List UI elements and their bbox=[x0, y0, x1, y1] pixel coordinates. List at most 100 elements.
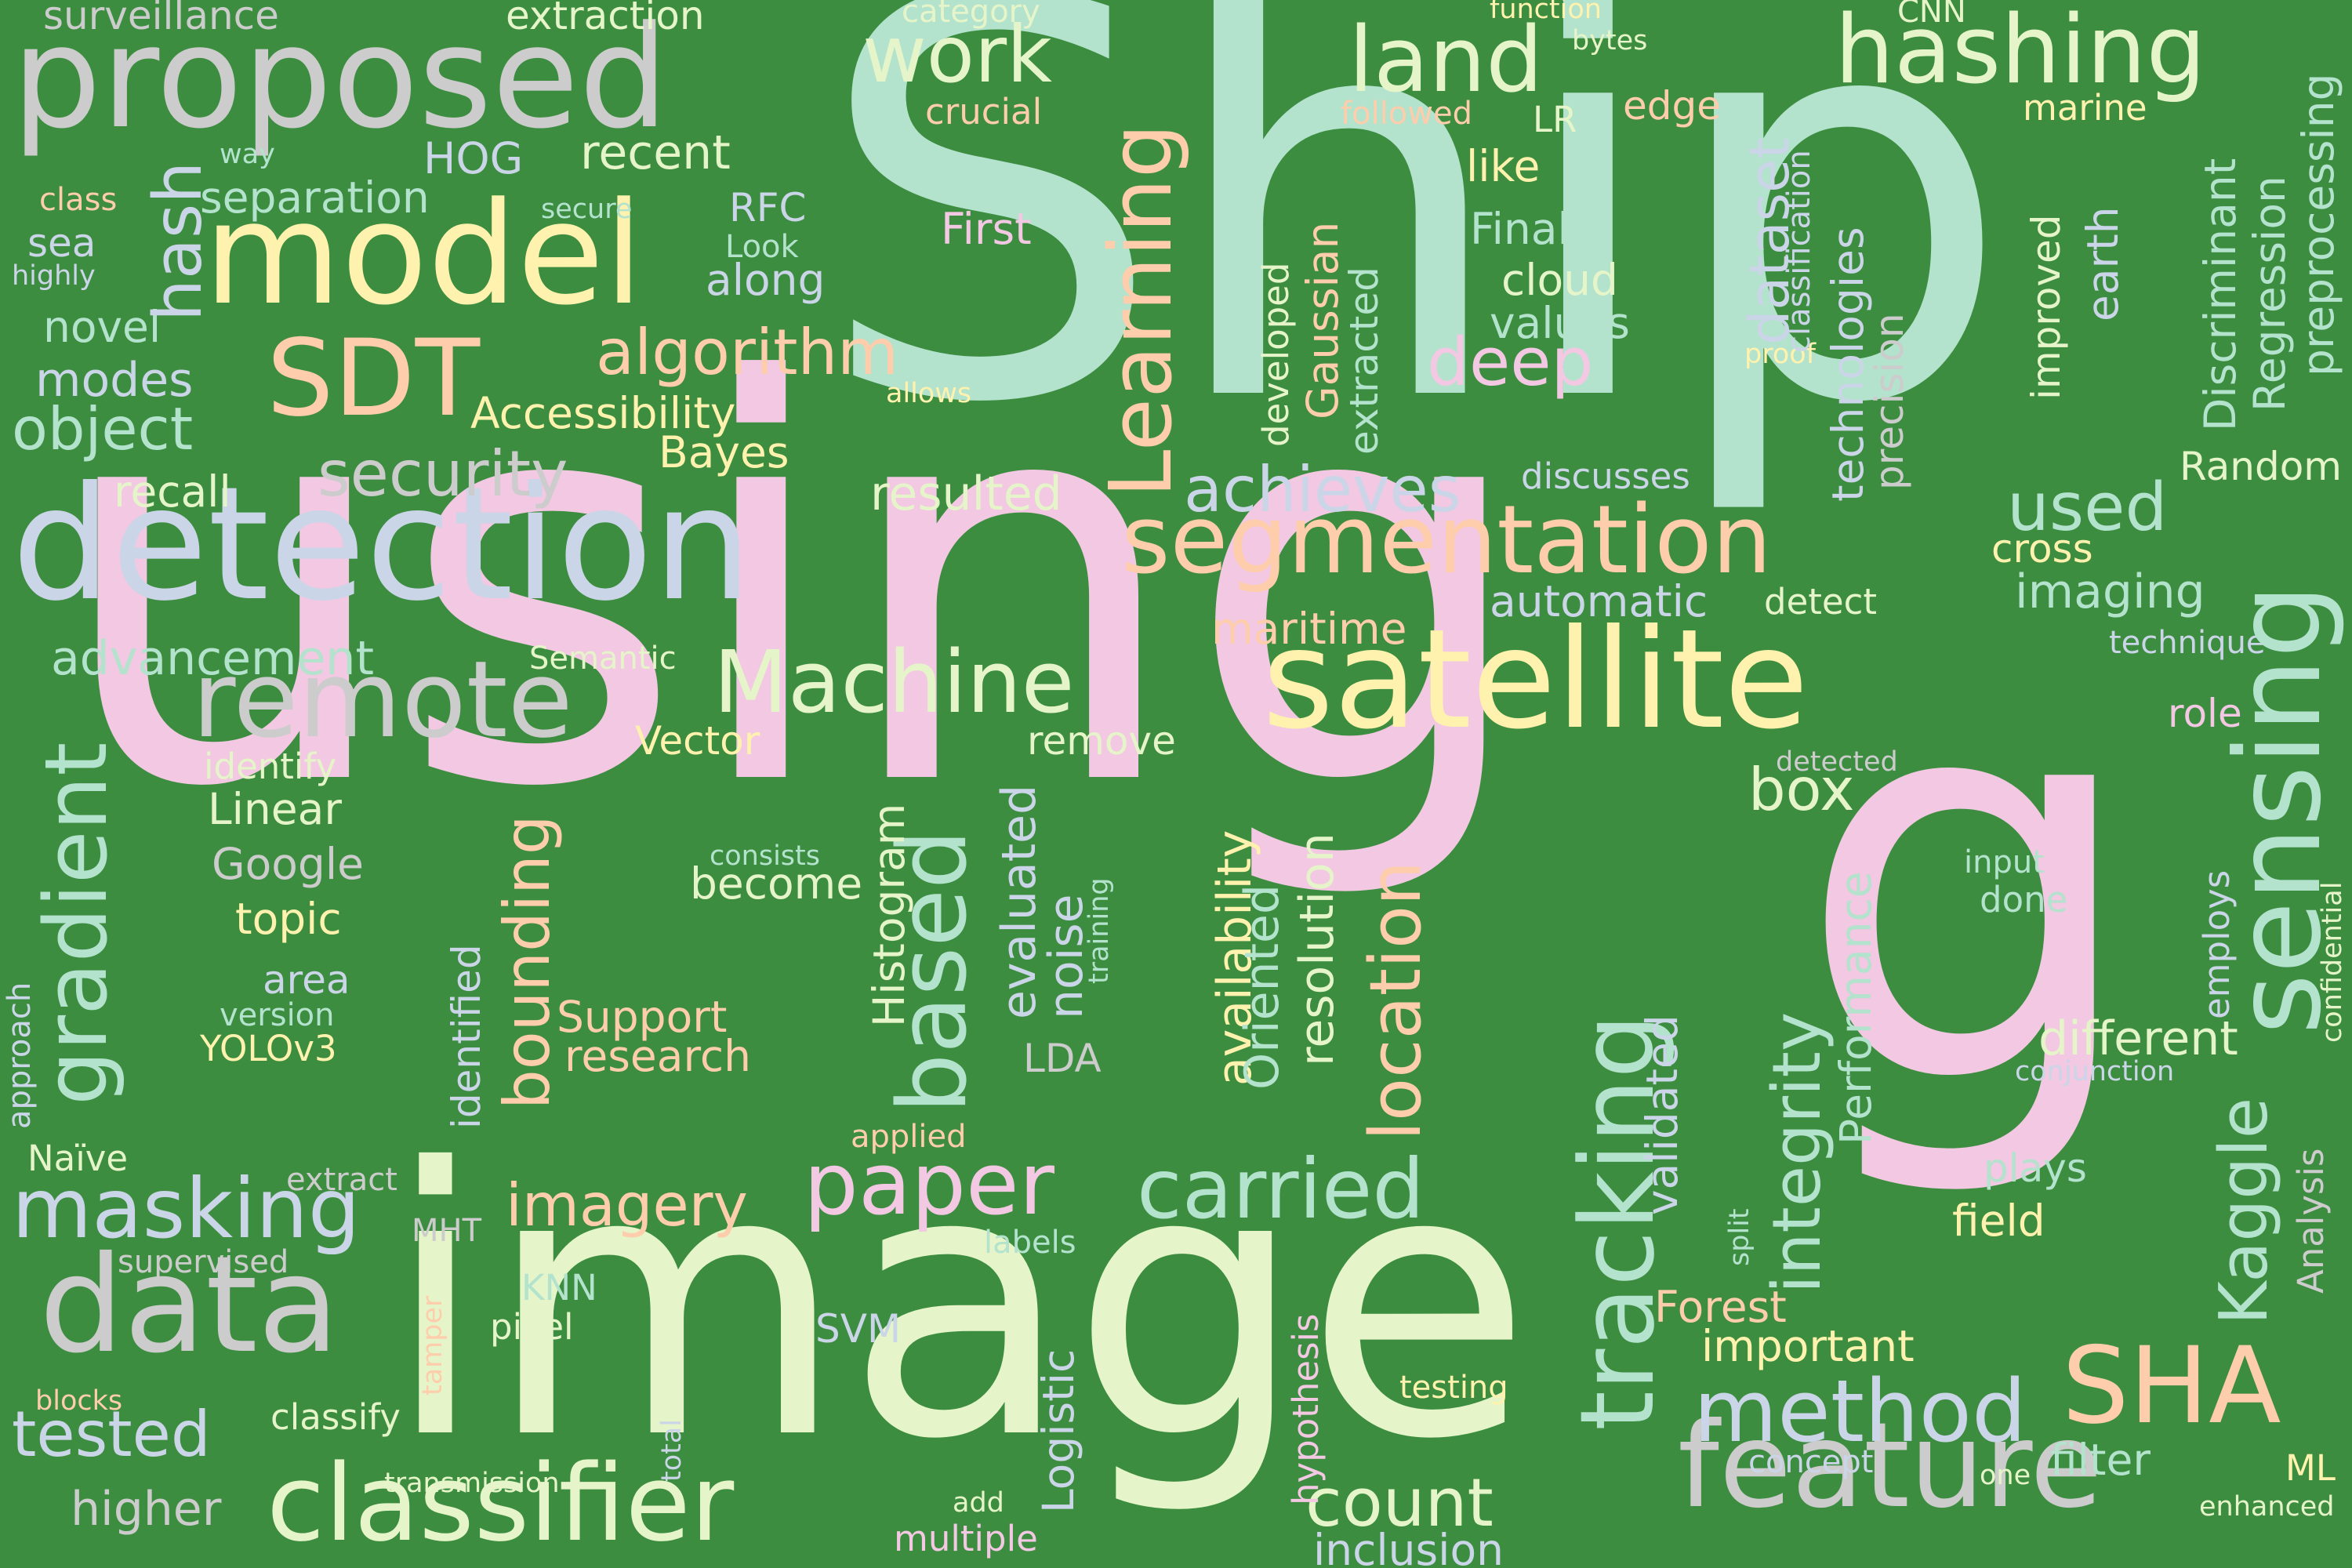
word-integrity: integrity bbox=[1759, 1011, 1836, 1294]
word-different: different bbox=[2038, 1011, 2238, 1066]
word-hypothesis: hypothesis bbox=[1285, 1313, 1327, 1506]
word-enhanced: enhanced bbox=[2199, 1491, 2335, 1523]
word-ship: Ship bbox=[815, 0, 2013, 523]
word-area: area bbox=[263, 957, 350, 1003]
word-bounding: bounding bbox=[491, 815, 564, 1109]
word-land: land bbox=[1348, 8, 1544, 113]
word-sea: sea bbox=[27, 220, 96, 266]
word-identified: identified bbox=[444, 944, 489, 1129]
word-tamper: tamper bbox=[417, 1295, 448, 1396]
word-allows: allows bbox=[886, 378, 972, 409]
word-random: Random bbox=[2180, 444, 2343, 489]
word-proof: proof bbox=[1744, 339, 1816, 370]
word-input: input bbox=[1964, 844, 2045, 880]
word-paper: paper bbox=[804, 1134, 1054, 1234]
word-improved: improved bbox=[2024, 214, 2069, 400]
word-object: object bbox=[12, 394, 194, 463]
word-recall: recall bbox=[114, 466, 231, 517]
word-remove: remove bbox=[1027, 718, 1176, 764]
word-validated: validated bbox=[1637, 1014, 1687, 1215]
word-using: using bbox=[51, 268, 1534, 907]
word-hashing: hashing bbox=[1835, 0, 2206, 105]
word-conjunction: conjunction bbox=[2015, 1056, 2175, 1087]
word-extracted: extracted bbox=[1341, 267, 1387, 455]
word-detection: detection bbox=[12, 453, 753, 636]
word-novel: novel bbox=[43, 302, 162, 352]
word-lda: LDA bbox=[1023, 1036, 1102, 1081]
word-lr: LR bbox=[1533, 99, 1577, 140]
word-classifier: classifier bbox=[267, 1442, 735, 1565]
word-naive: Naïve bbox=[27, 1138, 129, 1179]
word-field: field bbox=[1952, 1196, 2045, 1246]
word-finally: Finally bbox=[1470, 204, 1607, 254]
word-like: like bbox=[1466, 141, 1541, 191]
word-split: split bbox=[1724, 1208, 1755, 1266]
word-remote: remote bbox=[192, 638, 573, 761]
word-carried: carried bbox=[1137, 1142, 1425, 1237]
word-count: count bbox=[1305, 1465, 1494, 1542]
word-algorithm: algorithm bbox=[596, 316, 899, 389]
word-discusses: discusses bbox=[1521, 456, 1690, 497]
word-preprocessing: preprocessing bbox=[2293, 73, 2343, 376]
word-accessibility: Accessibility bbox=[470, 388, 736, 438]
word-technique: technique bbox=[2109, 625, 2266, 661]
word-important: important bbox=[1701, 1321, 1915, 1371]
word-automatic: automatic bbox=[1490, 576, 1708, 626]
word-gaussian: Gaussian bbox=[1298, 221, 1348, 419]
word-function: function bbox=[1490, 0, 1602, 25]
word-resolution: resolution bbox=[1290, 833, 1345, 1066]
word-role: role bbox=[2168, 691, 2242, 736]
word-imagery: imagery bbox=[506, 1171, 748, 1240]
word-marine: marine bbox=[2023, 87, 2147, 129]
word-machine: Machine bbox=[713, 632, 1075, 732]
word-consists: consists bbox=[710, 840, 820, 872]
word-along: along bbox=[706, 255, 826, 305]
word-add: add bbox=[953, 1487, 1004, 1519]
word-image: image bbox=[384, 1091, 1532, 1519]
word-detected: detected bbox=[1776, 746, 1898, 778]
word-noise: noise bbox=[1039, 894, 1094, 1019]
word-support: Support bbox=[557, 992, 728, 1042]
word-approach: approach bbox=[2, 982, 38, 1129]
word-forest: Forest bbox=[1654, 1282, 1787, 1332]
word-work: work bbox=[862, 9, 1052, 100]
word-gradient: gradient bbox=[26, 742, 126, 1105]
word-evaluated: evaluated bbox=[992, 784, 1047, 1019]
word-histogram: Histogram bbox=[864, 803, 914, 1027]
word-resulted: resulted bbox=[870, 466, 1062, 521]
word-blocks: blocks bbox=[35, 1385, 123, 1417]
word-followed: followed bbox=[1341, 96, 1472, 132]
word-oriented: Oriented bbox=[1235, 884, 1290, 1090]
word-class: class bbox=[39, 182, 118, 218]
word-mht: MHT bbox=[412, 1213, 482, 1249]
word-crucial: crucial bbox=[925, 91, 1043, 132]
word-precision: precision bbox=[1867, 313, 1912, 490]
word-extract: extract bbox=[286, 1162, 397, 1198]
word-one: one bbox=[1980, 1460, 2031, 1491]
word-recent: recent bbox=[580, 125, 731, 180]
word-rfc: RFC bbox=[729, 185, 807, 230]
word-masking: masking bbox=[12, 1161, 361, 1257]
word-sha: SHA bbox=[2062, 1324, 2281, 1447]
word-cross: cross bbox=[1991, 526, 2093, 572]
word-model: model bbox=[204, 172, 644, 336]
word-total: total bbox=[656, 1418, 688, 1482]
word-analysis: Analysis bbox=[2290, 1148, 2332, 1294]
word-vector: Vector bbox=[635, 718, 760, 764]
word-training: training bbox=[1083, 877, 1115, 984]
word-secure: secure bbox=[541, 194, 633, 225]
word-imaging: imaging bbox=[2015, 564, 2205, 619]
word-supervised: supervised bbox=[118, 1244, 289, 1280]
word-satellite: satellite bbox=[1262, 601, 1809, 760]
word-cnn: CNN bbox=[1897, 0, 1966, 30]
word-category: category bbox=[902, 0, 1040, 30]
word-segmentation: segmentation bbox=[1121, 486, 1772, 595]
word-developed: developed bbox=[1255, 262, 1297, 447]
word-security: security bbox=[318, 437, 568, 510]
word-edge: edge bbox=[1623, 83, 1721, 129]
word-done: done bbox=[1980, 879, 2068, 920]
word-look: Look bbox=[725, 229, 799, 265]
word-transmission: transmission bbox=[384, 1468, 560, 1499]
word-method: method bbox=[1693, 1361, 2027, 1461]
